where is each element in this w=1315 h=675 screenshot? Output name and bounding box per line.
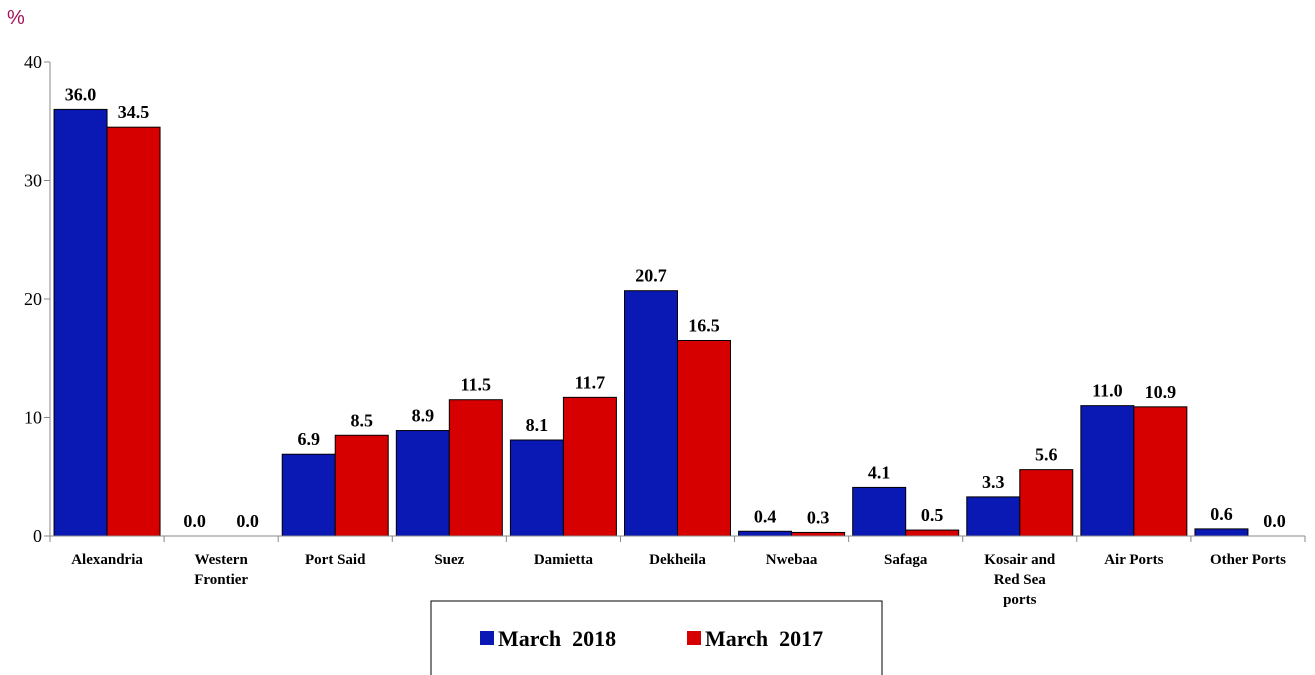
bars: 36.0 0.0 6.9 8.9 8.1 20.7 0.4 4.1 3.3 11.0 0.6 34.5… [53, 84, 1286, 537]
bar-march-2018 [624, 290, 678, 537]
y-tick-label: 20 [24, 289, 42, 309]
y-tick-label: 40 [24, 52, 42, 72]
bar-march-2018 [966, 496, 1021, 537]
x-category-label: Suez [434, 552, 464, 568]
y-tick-label: 10 [24, 408, 42, 428]
legend-label: March 2017 [705, 626, 823, 651]
data-label: 11.5 [461, 375, 492, 395]
data-label: 36.0 [65, 84, 97, 104]
legend: March 2018 March 2017 [430, 600, 883, 675]
bar-march-2018 [509, 439, 564, 537]
x-category-label: Western Frontier [194, 552, 248, 588]
bar-march-2018 [1194, 528, 1249, 537]
data-label: 6.9 [297, 429, 320, 449]
data-label: 8.9 [412, 406, 435, 426]
y-axis: 0 10 20 30 40 [24, 52, 51, 546]
bar-march-2018 [281, 453, 336, 537]
x-category-label: Port Said [305, 552, 366, 568]
data-label: 20.7 [635, 266, 667, 286]
data-label: 8.1 [526, 415, 549, 435]
legend-swatch [480, 631, 494, 645]
data-label: 34.5 [118, 102, 150, 122]
data-label: 0.5 [921, 505, 944, 525]
x-category-label: Kosair and Red Sea ports [984, 552, 1056, 608]
data-label: 8.5 [350, 410, 373, 430]
x-category-label: Safaga [884, 552, 928, 568]
legend-swatch [687, 631, 701, 645]
bar-march-2017 [1019, 469, 1074, 537]
x-axis: Alexandria Western Frontier Port Said Suez Da… [49, 535, 1306, 608]
x-category-label: Other Ports [1210, 552, 1286, 568]
bar-march-2018 [395, 430, 450, 537]
bar-march-2017 [905, 529, 960, 537]
data-label: 11.7 [575, 372, 606, 392]
data-label: 0.3 [807, 507, 830, 527]
bar-march-2017 [562, 396, 617, 537]
data-label: 3.3 [982, 472, 1005, 492]
data-label: 0.0 [1263, 511, 1286, 531]
data-label: 11.0 [1092, 381, 1123, 401]
x-category-label: Nwebaa [766, 552, 818, 568]
bar-march-2018 [738, 530, 793, 537]
x-category-label: Alexandria [71, 552, 143, 568]
legend-box [430, 600, 883, 675]
y-tick-label: 30 [24, 171, 42, 191]
x-category-label: Air Ports [1104, 552, 1163, 568]
data-label: 16.5 [688, 315, 720, 335]
bar-march-2017 [334, 434, 389, 537]
data-label: 10.9 [1145, 382, 1177, 402]
unit-label: % [7, 7, 25, 29]
data-label: 4.1 [868, 462, 891, 482]
x-category-label: Dekheila [649, 552, 706, 568]
bar-march-2017 [448, 399, 503, 537]
bar-march-2017 [1133, 406, 1188, 537]
data-label: 0.0 [183, 511, 206, 531]
x-category-label: Damietta [534, 552, 594, 568]
bar-march-2018 [852, 486, 907, 537]
bar-march-2018 [1080, 405, 1135, 537]
bar-march-2017 [677, 339, 731, 537]
data-label: 5.6 [1035, 445, 1058, 465]
y-tick-label: 0 [33, 526, 42, 546]
bar-march-2017 [106, 126, 161, 537]
legend-label: March 2018 [498, 626, 616, 651]
bar-march-2018 [53, 108, 108, 537]
data-label: 0.6 [1210, 504, 1233, 524]
bar-march-2017 [791, 531, 846, 537]
data-label: 0.4 [754, 506, 777, 526]
data-label: 0.0 [236, 511, 259, 531]
